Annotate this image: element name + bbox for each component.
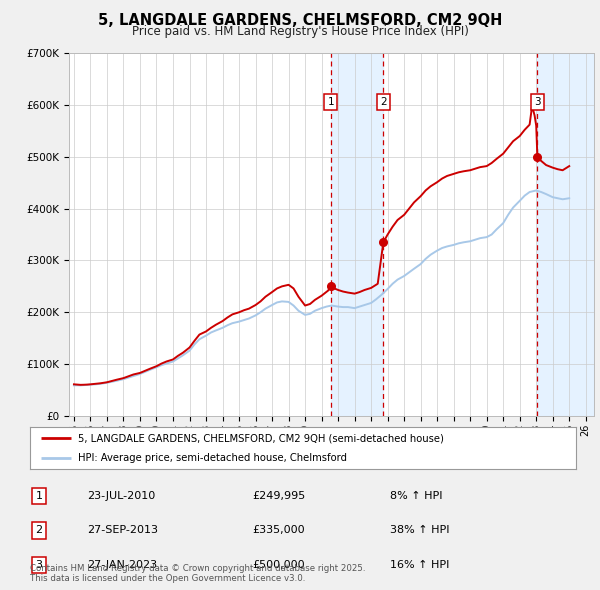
Text: £249,995: £249,995 — [252, 491, 305, 501]
Text: 3: 3 — [534, 97, 541, 107]
Text: HPI: Average price, semi-detached house, Chelmsford: HPI: Average price, semi-detached house,… — [78, 453, 347, 463]
Text: 23-JUL-2010: 23-JUL-2010 — [87, 491, 155, 501]
Text: 5, LANGDALE GARDENS, CHELMSFORD, CM2 9QH (semi-detached house): 5, LANGDALE GARDENS, CHELMSFORD, CM2 9QH… — [78, 433, 444, 443]
Bar — [538, 53, 594, 416]
Text: 1: 1 — [328, 97, 334, 107]
Text: 1: 1 — [35, 491, 43, 501]
Text: £500,000: £500,000 — [252, 560, 305, 569]
Text: Contains HM Land Registry data © Crown copyright and database right 2025.
This d: Contains HM Land Registry data © Crown c… — [30, 563, 365, 583]
Text: 16% ↑ HPI: 16% ↑ HPI — [390, 560, 449, 569]
Text: 2: 2 — [380, 97, 386, 107]
Text: Price paid vs. HM Land Registry's House Price Index (HPI): Price paid vs. HM Land Registry's House … — [131, 25, 469, 38]
Bar — [331, 53, 383, 416]
Text: 27-JAN-2023: 27-JAN-2023 — [87, 560, 157, 569]
Text: 2: 2 — [35, 526, 43, 535]
Text: 3: 3 — [35, 560, 43, 569]
Text: 5, LANGDALE GARDENS, CHELMSFORD, CM2 9QH: 5, LANGDALE GARDENS, CHELMSFORD, CM2 9QH — [98, 13, 502, 28]
Text: 8% ↑ HPI: 8% ↑ HPI — [390, 491, 443, 501]
Text: 38% ↑ HPI: 38% ↑ HPI — [390, 526, 449, 535]
Text: £335,000: £335,000 — [252, 526, 305, 535]
Text: 27-SEP-2013: 27-SEP-2013 — [87, 526, 158, 535]
